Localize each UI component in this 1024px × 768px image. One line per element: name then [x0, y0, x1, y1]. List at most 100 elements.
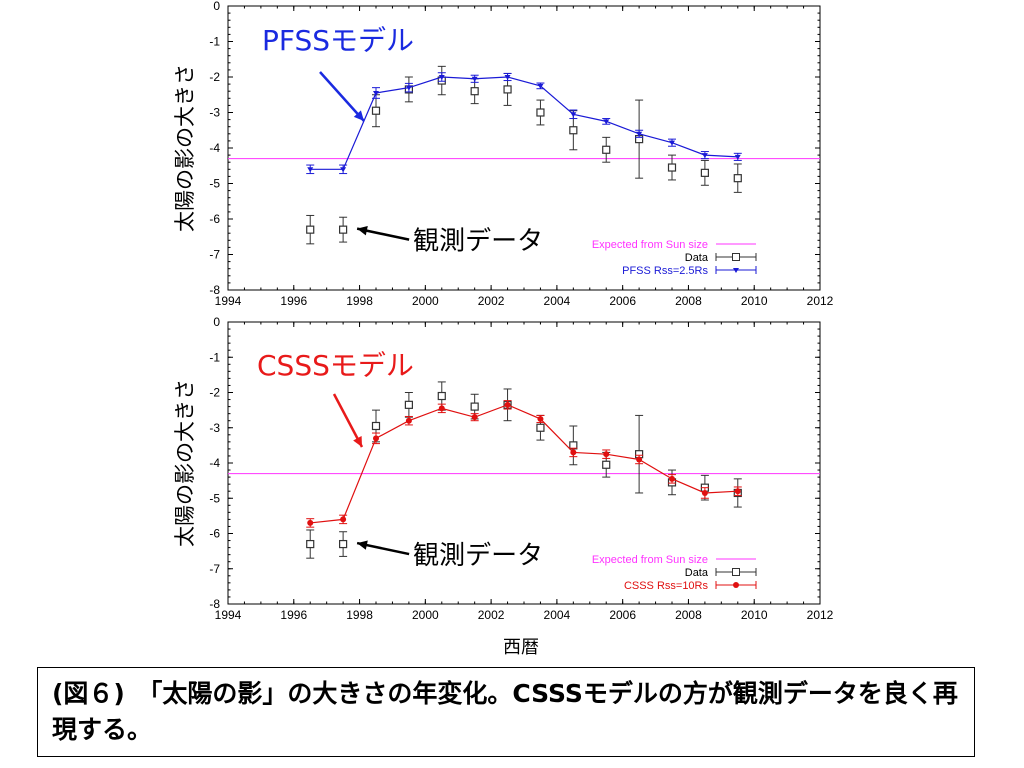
y-tick-label: -7 [209, 562, 220, 576]
model-point [307, 519, 314, 526]
legend-marker [732, 568, 740, 576]
model-point [701, 489, 708, 496]
data-point [404, 400, 413, 409]
figure-caption: (図６) 「太陽の影」の大きさの年変化。CSSSモデルの方が観測データを良く再現… [37, 667, 975, 757]
model-point [537, 415, 544, 422]
data-point [470, 402, 479, 411]
data-point [733, 174, 742, 183]
model-point [405, 417, 412, 424]
model-point [340, 167, 347, 173]
data-point [569, 126, 578, 135]
y-tick-label: -2 [209, 386, 220, 400]
model-point [471, 76, 478, 82]
legend-label: Data [685, 567, 709, 579]
data-point [503, 85, 512, 94]
y-tick-label: -4 [209, 456, 220, 470]
model-line [310, 76, 738, 170]
x-tick-label: 2008 [675, 608, 702, 622]
x-axis-label: 西暦 [503, 637, 539, 658]
y-tick-label: -3 [209, 421, 220, 435]
y-tick-label: -6 [209, 527, 220, 541]
data-point [470, 87, 479, 96]
x-tick-label: 2004 [544, 294, 571, 308]
y-tick-label: -4 [209, 141, 220, 155]
model-line [310, 404, 738, 524]
y-tick-label: 0 [213, 315, 220, 329]
legend-label: Expected from Sun size [592, 554, 708, 566]
legend-marker [733, 582, 739, 588]
data-point [306, 539, 315, 549]
x-tick-label: 2004 [544, 608, 571, 622]
model-arrow-head [353, 110, 364, 121]
x-tick-label: 2008 [675, 294, 702, 308]
model-annotation: CSSSモデル [257, 349, 414, 382]
model-point [669, 475, 675, 482]
x-tick-label: 2000 [412, 294, 439, 308]
legend-label: Expected from Sun size [592, 239, 708, 251]
y-tick-label: -8 [209, 597, 220, 611]
model-point [373, 90, 379, 96]
y-axis-label: 太陽の影の大きさ [173, 64, 197, 232]
model-point [734, 154, 741, 160]
model-point [734, 488, 741, 495]
data-point [667, 163, 677, 172]
model-annotation: PFSSモデル [262, 24, 414, 57]
y-tick-label: -6 [209, 212, 220, 226]
x-tick-label: 1994 [215, 608, 242, 622]
legend-label: PFSS Rss=2.5Rs [622, 265, 708, 277]
obs-arrow-head [357, 226, 368, 236]
model-point [537, 83, 544, 89]
y-tick-label: -3 [209, 106, 220, 120]
y-axis-label: 太陽の影の大きさ [173, 379, 197, 547]
x-tick-label: 1996 [280, 294, 307, 308]
y-tick-label: -2 [209, 70, 220, 84]
bottom-chart-panel: 1994 1996 1998 2000 2002 2004 2006 2008 2010 2012… [173, 315, 834, 622]
data-point [602, 460, 611, 469]
x-tick-label: 2010 [741, 294, 768, 308]
model-point [570, 449, 577, 456]
x-tick-label: 2002 [478, 294, 505, 308]
x-tick-label: 1998 [346, 294, 373, 308]
data-point [371, 421, 381, 431]
legend-label: Data [685, 252, 709, 264]
model-arrow-shaft [319, 71, 365, 122]
model-point [603, 119, 610, 125]
model-point [504, 401, 511, 408]
model-point [373, 435, 379, 442]
x-tick-label: 1996 [280, 608, 307, 622]
y-tick-label: -7 [209, 248, 220, 262]
x-tick-label: 2000 [412, 608, 439, 622]
x-tick-label: 2010 [741, 608, 768, 622]
model-point [438, 405, 445, 412]
y-tick-label: -5 [209, 177, 220, 191]
model-point [438, 75, 445, 80]
x-tick-label: 1998 [346, 608, 373, 622]
data-point [339, 225, 348, 234]
y-tick-label: -8 [209, 283, 220, 297]
model-point [471, 414, 478, 421]
model-point [504, 75, 511, 80]
legend-label: CSSS Rss=10Rs [624, 580, 709, 592]
model-point [570, 112, 577, 118]
model-point [636, 456, 643, 463]
model-point [636, 131, 643, 137]
y-tick-label: -1 [209, 350, 220, 364]
model-point [603, 451, 610, 458]
data-point [536, 423, 545, 432]
data-point [339, 539, 348, 549]
x-tick-label: 2012 [807, 608, 834, 622]
data-point [536, 108, 545, 117]
model-arrow-shaft [332, 393, 364, 448]
data-point [700, 168, 709, 177]
y-tick-label: -1 [209, 35, 220, 49]
x-tick-label: 2002 [478, 608, 505, 622]
x-tick-label: 1994 [215, 294, 242, 308]
data-point [602, 145, 611, 154]
model-point [405, 85, 412, 91]
model-point [340, 516, 347, 523]
model-point [669, 140, 675, 146]
x-tick-label: 2012 [807, 294, 834, 308]
model-point [307, 167, 314, 173]
obs-arrow-head [357, 540, 368, 550]
